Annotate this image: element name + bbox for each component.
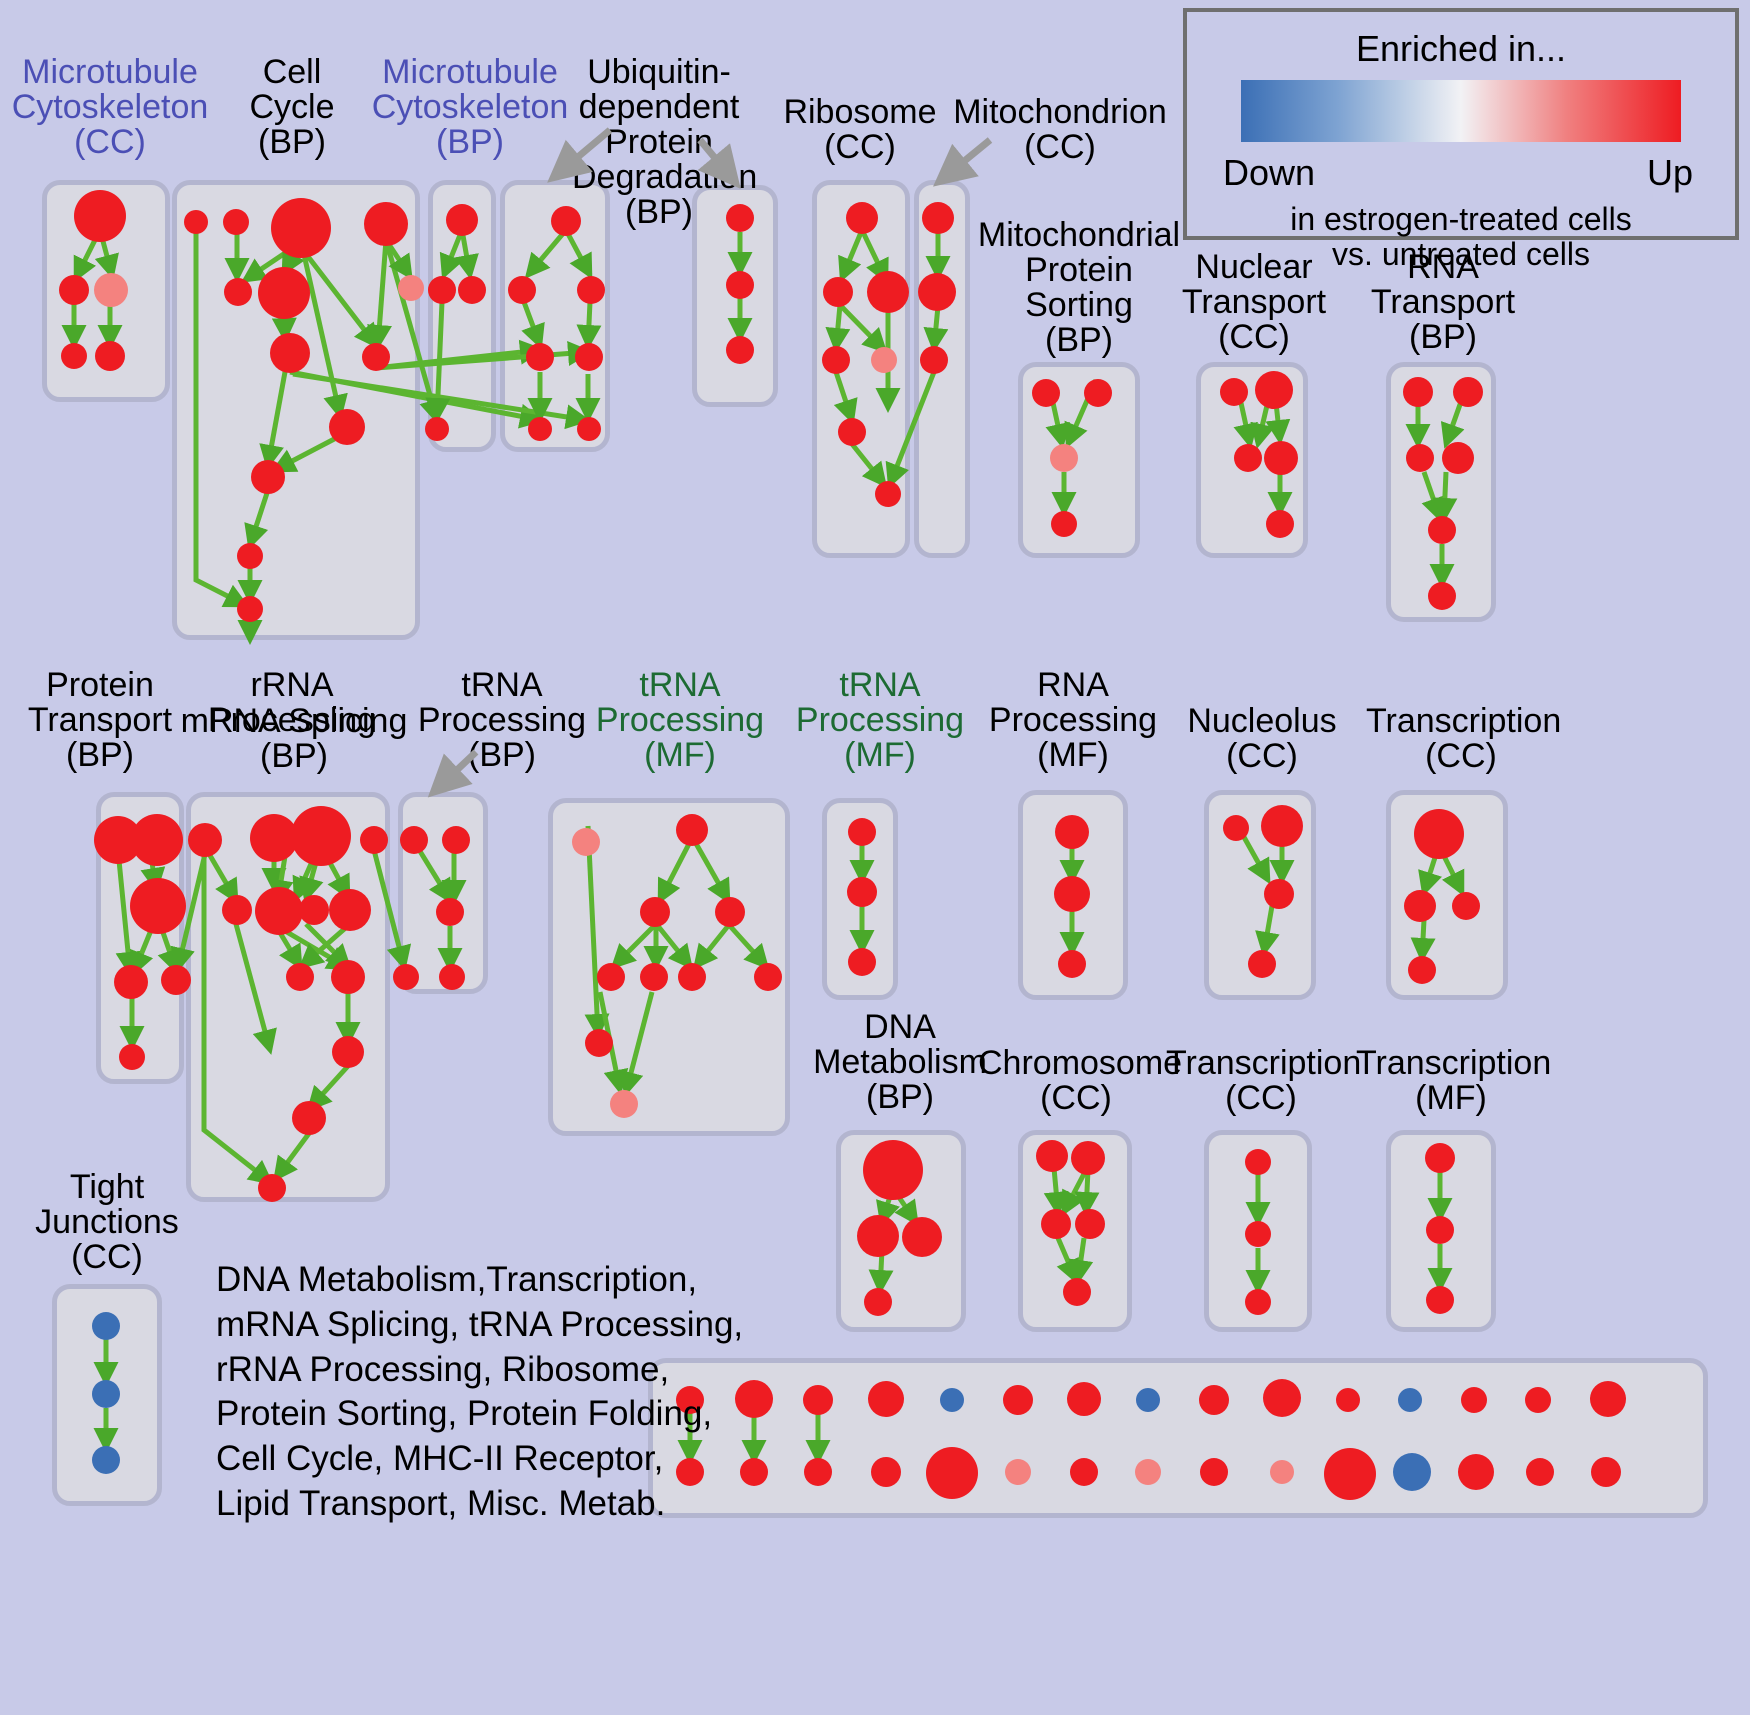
label-mitochondrial-protein-sorting-bp: Mitochondrial Protein Sorting (BP) bbox=[977, 216, 1181, 360]
panel-ribosome-cc bbox=[812, 180, 910, 558]
panel-transcription-cc-bottom bbox=[1204, 1130, 1312, 1332]
label-mrna-splicing-bp: mRNA Splicing (BP) bbox=[180, 702, 408, 776]
summary-pathway-list: DNA Metabolism,Transcription, mRNA Splic… bbox=[216, 1260, 744, 1523]
panel-rrna-mrna-splicing-bp bbox=[186, 792, 390, 1202]
label-cell-cycle-bp: Cell Cycle (BP) bbox=[249, 53, 335, 162]
panel-cell-cycle-bp bbox=[172, 180, 420, 640]
label-transcription-mf: Transcription (MF) bbox=[1356, 1044, 1552, 1118]
panel-chromosome-cc bbox=[1018, 1130, 1132, 1332]
label-transcription-cc-bottom: Transcription (CC) bbox=[1166, 1044, 1362, 1118]
legend-subtitle: in estrogen-treated cells vs. untreated … bbox=[1290, 201, 1632, 272]
panel-trna-processing-mf-2 bbox=[822, 798, 898, 1000]
label-dna-metabolism-bp: DNA Metabolism (BP) bbox=[813, 1008, 987, 1117]
panel-microtubule-cytoskeleton-bp bbox=[428, 180, 496, 452]
label-rna-processing-mf: RNA Processing (MF) bbox=[988, 666, 1158, 775]
label-protein-transport-bp: Protein Transport (BP) bbox=[27, 666, 173, 775]
panel-transcription-cc-right bbox=[1386, 790, 1508, 1000]
label-ribosome-cc: Ribosome (CC) bbox=[783, 93, 937, 167]
label-tight-junctions-cc: Tight Junctions (CC) bbox=[35, 1168, 179, 1277]
legend-box: Enriched in... Down Up in estrogen-treat… bbox=[1183, 8, 1739, 271]
label-rna-transport-bp: RNA Transport (BP) bbox=[1370, 248, 1516, 357]
label-microtubule-cytoskeleton-bp: Microtubule Cytoskeleton (BP) bbox=[371, 53, 569, 162]
legend-down-label: Down bbox=[1223, 152, 1316, 193]
label-mitochondrion-cc: Mitochondrion (CC) bbox=[953, 93, 1167, 167]
label-rrna-processing-bp: rRNA Processing bbox=[207, 666, 377, 740]
label-trna-processing-mf-2: tRNA Processing (MF) bbox=[795, 666, 965, 775]
label-transcription-cc-right: Transcription (CC) bbox=[1366, 702, 1562, 776]
label-nuclear-transport-cc: Nuclear Transport (CC) bbox=[1181, 248, 1327, 357]
label-nucleolus-cc: Nucleolus (CC) bbox=[1187, 702, 1337, 776]
panel-nuclear-transport-cc bbox=[1196, 362, 1308, 558]
panel-mitochondrion-cc bbox=[914, 180, 970, 558]
panel-trna-processing-mf-1 bbox=[548, 798, 790, 1136]
legend-title: Enriched in... bbox=[1355, 28, 1567, 69]
panel-rna-processing-mf bbox=[1018, 790, 1128, 1000]
panel-transcription-mf bbox=[1386, 1130, 1496, 1332]
panel-nucleolus-cc bbox=[1204, 790, 1316, 1000]
panel-trna-processing-bp bbox=[398, 792, 488, 994]
label-trna-processing-bp: tRNA Processing (BP) bbox=[417, 666, 587, 775]
panel-microtubule-cytoskeleton-cc bbox=[42, 180, 170, 402]
label-microtubule-cytoskeleton-cc: Microtubule Cytoskeleton (CC) bbox=[11, 53, 209, 162]
legend-up-label: Up bbox=[1646, 152, 1693, 193]
panel-rna-transport-bp bbox=[1386, 362, 1496, 622]
label-trna-processing-mf-1: tRNA Processing (MF) bbox=[595, 666, 765, 775]
panel-tight-junctions-cc bbox=[52, 1284, 162, 1506]
legend-color-bar bbox=[1241, 80, 1681, 142]
label-ubiquitin-degradation-bp: Ubiquitin- dependent Protein Degradation… bbox=[572, 53, 758, 232]
panel-miscellaneous-nodes bbox=[648, 1358, 1708, 1518]
label-chromosome-cc: Chromosome (CC) bbox=[978, 1044, 1183, 1118]
panel-protein-transport-bp bbox=[96, 792, 184, 1084]
panel-mitochondrial-protein-sorting-bp bbox=[1018, 362, 1140, 558]
panel-dna-metabolism-bp bbox=[836, 1130, 966, 1332]
